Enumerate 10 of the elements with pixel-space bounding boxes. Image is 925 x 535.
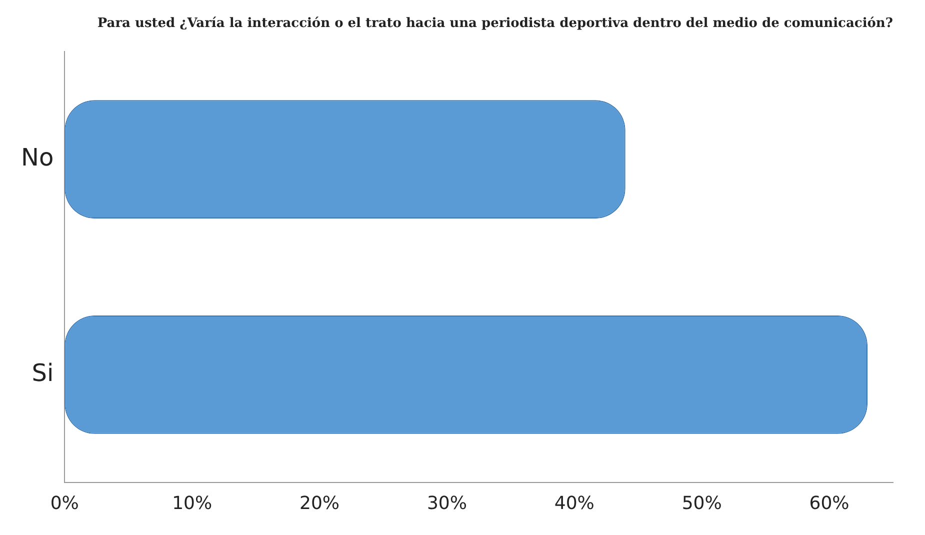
x-tick-label: 30% (426, 492, 467, 514)
x-tick-label: 60% (809, 492, 850, 514)
chart-title: Para usted ¿Varía la interacción o el trato hacia una periodista deportiva dentro del medio de comunicación? (97, 16, 894, 32)
x-tick-label: 0% (50, 492, 79, 514)
y-tick-label: Si (32, 358, 54, 387)
x-tick-label: 10% (172, 492, 212, 514)
y-tick-label: No (20, 144, 54, 172)
x-tick-label: 50% (682, 492, 722, 514)
x-tick-label: 40% (554, 492, 594, 514)
x-tick-label: 20% (300, 492, 340, 514)
